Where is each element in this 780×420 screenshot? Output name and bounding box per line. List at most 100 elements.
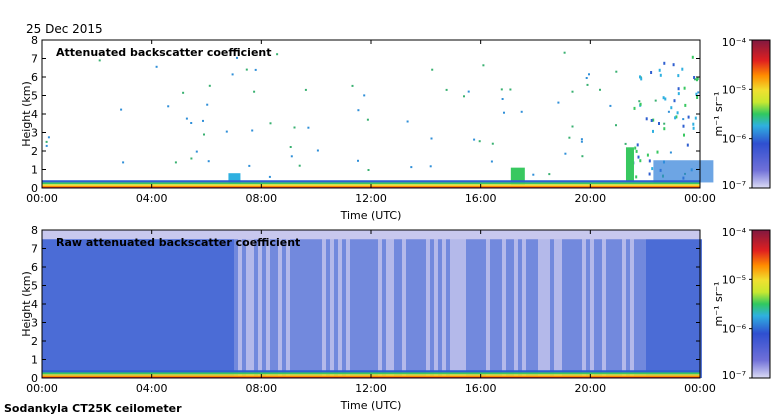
noise-column	[118, 239, 122, 378]
cloud-speck	[683, 86, 686, 90]
x-tick-label: 20:00	[574, 192, 606, 205]
return-speck	[410, 166, 413, 169]
noise-column	[362, 239, 366, 378]
noise-column	[102, 239, 106, 378]
cloud-speck	[633, 106, 636, 110]
return-speck	[599, 88, 601, 91]
noise-column	[394, 239, 398, 378]
cloud-speck	[648, 159, 651, 163]
noise-column	[410, 239, 414, 378]
return-speck	[231, 73, 234, 76]
noise-column	[90, 239, 94, 378]
x-tick-label: 00:00	[684, 382, 716, 395]
noise-column	[190, 239, 194, 378]
noise-column	[474, 239, 478, 378]
noise-column	[274, 239, 278, 378]
noise-column	[466, 239, 470, 378]
cloud-speck	[663, 61, 666, 65]
return-speck	[98, 59, 101, 62]
return-speck	[304, 88, 307, 91]
noise-column	[226, 239, 230, 378]
noise-column	[74, 239, 78, 378]
noise-column	[530, 239, 534, 378]
y-tick-label: 4	[31, 108, 38, 121]
noise-column	[50, 239, 54, 378]
cloud-speck	[639, 159, 642, 163]
noise-column	[334, 239, 338, 378]
cloud-speck	[673, 99, 676, 103]
plot-area	[42, 40, 714, 188]
noise-column	[98, 239, 102, 378]
noise-column	[602, 239, 606, 378]
noise-column	[186, 239, 190, 378]
y-tick-label: 3	[31, 317, 38, 330]
noise-column	[522, 239, 526, 378]
noise-column	[358, 239, 362, 378]
return-speck	[585, 77, 588, 79]
return-speck	[202, 119, 204, 122]
noise-column	[550, 239, 554, 378]
cloud-speck	[677, 92, 680, 96]
y-tick-label: 2	[31, 145, 38, 158]
cloud-speck	[639, 75, 641, 79]
noise-column	[678, 239, 682, 378]
noise-column	[234, 239, 238, 378]
noise-column	[626, 239, 630, 378]
return-speck	[500, 88, 503, 91]
x-tick-label: 08:00	[245, 382, 277, 395]
cloud-speck	[656, 150, 659, 154]
noise-column	[146, 239, 150, 378]
cloud-speck	[651, 167, 654, 171]
noise-column	[94, 239, 98, 378]
noise-column	[618, 239, 622, 378]
noise-column	[406, 239, 410, 378]
noise-column	[66, 239, 70, 378]
noise-column	[134, 239, 138, 378]
noise-column	[246, 239, 250, 378]
return-speck	[293, 126, 296, 129]
noise-column	[70, 239, 74, 378]
noise-column	[206, 239, 210, 378]
noise-column	[210, 239, 214, 378]
cloud-speck	[652, 118, 655, 122]
noise-column	[562, 239, 566, 378]
return-speck	[580, 138, 583, 141]
noise-column	[62, 239, 66, 378]
noise-column	[294, 239, 298, 378]
return-speck	[366, 118, 369, 121]
noise-column	[170, 239, 174, 378]
colorbar-scale	[751, 229, 771, 379]
y-tick-label: 7	[31, 53, 38, 66]
return-speck	[586, 83, 589, 86]
noise-column	[194, 239, 198, 378]
return-speck	[316, 149, 319, 152]
colorbar: 10⁻⁴ 10⁻⁵ 10⁻⁶ 10⁻⁷ m⁻¹ sr⁻¹	[712, 36, 771, 192]
noise-column	[414, 239, 418, 378]
colorbar-tick-label: 10⁻⁷	[722, 369, 746, 382]
cloud-speck	[693, 76, 696, 79]
noise-column	[422, 239, 426, 378]
noise-column	[494, 239, 498, 378]
cloud-speck	[676, 111, 679, 115]
noise-column	[318, 239, 322, 378]
return-speck	[289, 146, 292, 148]
return-speck	[654, 99, 657, 102]
cloud-speck	[645, 117, 648, 121]
noise-column	[250, 239, 254, 378]
noise-column	[430, 239, 434, 378]
return-speck	[467, 90, 470, 93]
colorbar-tick-label: 10⁻⁵	[722, 273, 746, 286]
noise-column	[486, 239, 490, 378]
noise-column	[42, 239, 46, 378]
noise-column	[370, 239, 374, 378]
cloud-speck	[683, 133, 685, 137]
noise-column	[638, 239, 642, 378]
return-speck	[268, 175, 271, 178]
date-label: 25 Dec 2015	[26, 22, 103, 36]
return-speck	[557, 101, 560, 104]
noise-column	[290, 239, 294, 378]
colorbar-tick-label: 10⁻⁷	[722, 179, 746, 192]
return-speck	[501, 98, 504, 100]
noise-column	[122, 239, 126, 378]
noise-column	[418, 239, 422, 378]
